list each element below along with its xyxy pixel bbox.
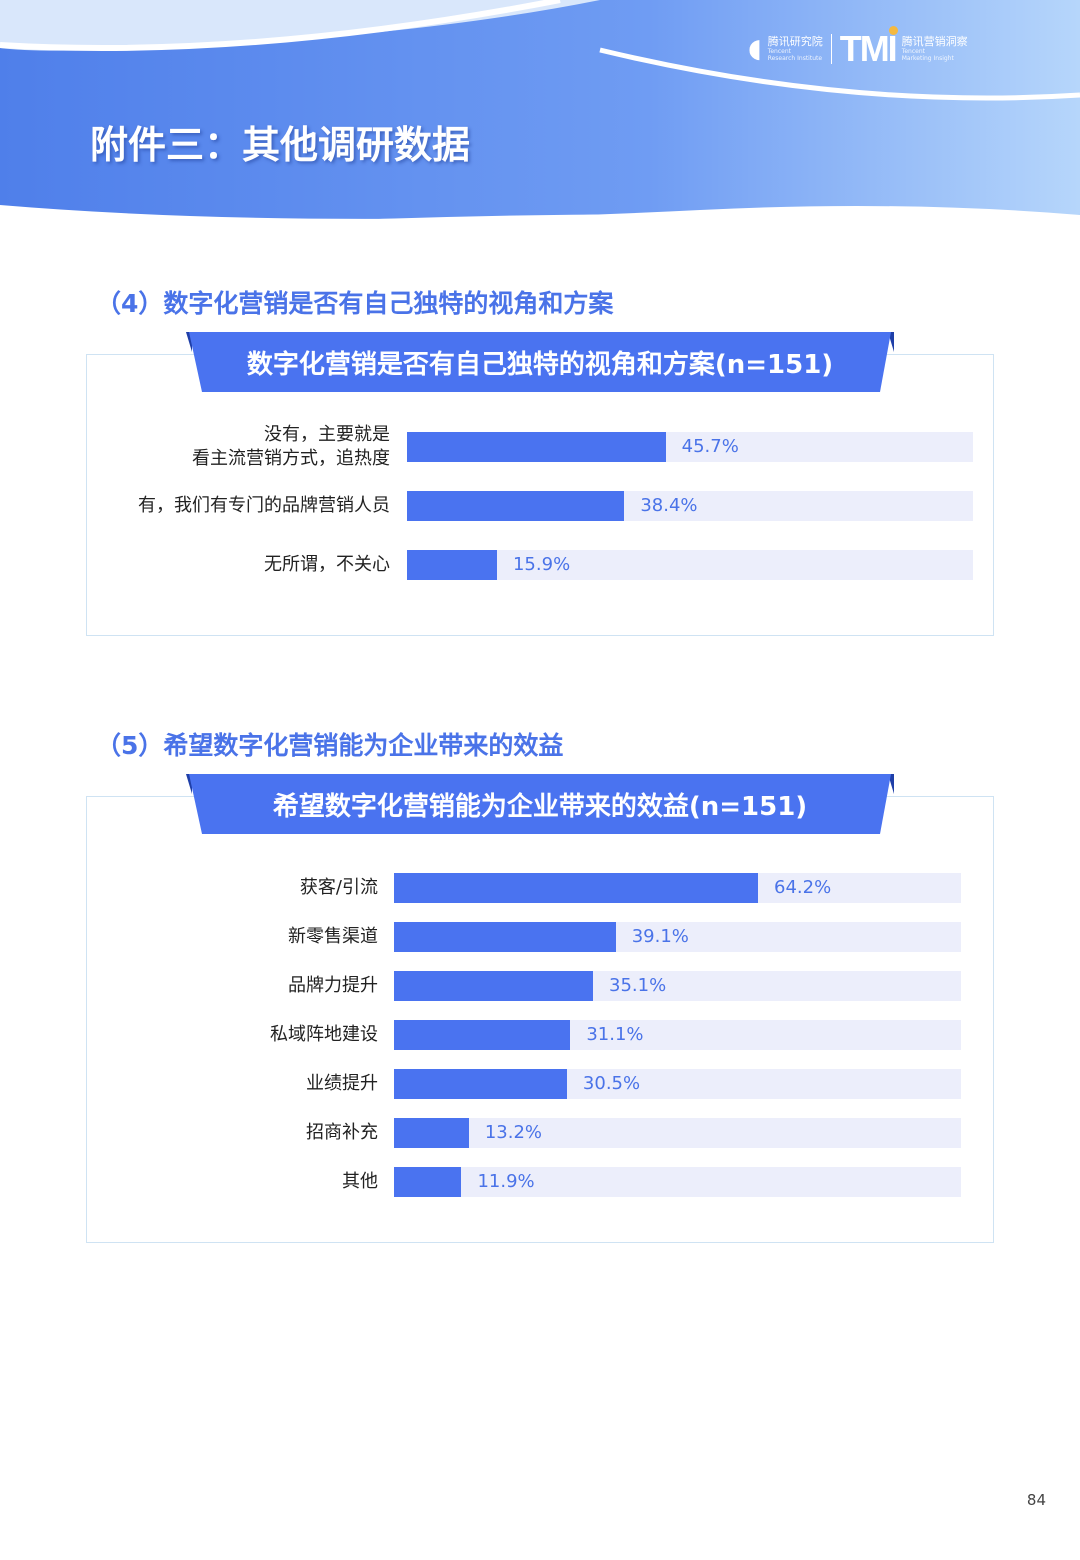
chart-title: 数字化营销是否有自己独特的视角和方案(n=151) [246, 350, 834, 380]
page-number: 84 [1026, 1491, 1046, 1509]
bar [394, 1167, 462, 1197]
category-label: 没有，主要就是看主流营销方式，追热度 [192, 423, 390, 471]
section-title: （4）数字化营销是否有自己独特的视角和方案 [96, 289, 614, 318]
bar-track: 35.1% [394, 971, 961, 1001]
data-label: 38.4% [640, 495, 698, 516]
category-label-line: 有，我们有专门的品牌营销人员 [138, 495, 390, 516]
bar-track: 13.2% [394, 1118, 961, 1148]
category-label-line: 获客/引流 [299, 877, 378, 898]
bar-track: 45.7% [407, 432, 973, 462]
data-label: 45.7% [681, 436, 739, 457]
bar [394, 873, 758, 903]
category-label: 私域阵地建设 [270, 1023, 378, 1047]
bar [394, 1118, 469, 1148]
category-label-line: 新零售渠道 [288, 926, 378, 947]
category-label-line: 品牌力提升 [288, 975, 378, 996]
chart-title: 希望数字化营销能为企业带来的效益(n=151) [272, 792, 808, 822]
category-label-line: 其他 [342, 1171, 378, 1192]
category-label-line: 无所谓，不关心 [264, 554, 390, 575]
data-label: 35.1% [609, 975, 667, 996]
category-label: 新零售渠道 [288, 925, 378, 949]
chart-title-banner: 希望数字化营销能为企业带来的效益(n=151) [186, 774, 894, 834]
data-label: 13.2% [484, 1122, 543, 1143]
category-label: 有，我们有专门的品牌营销人员 [138, 494, 390, 518]
bar [394, 971, 594, 1001]
category-label-line: 招商补充 [306, 1122, 378, 1143]
penguin-icon: ◖ [748, 34, 762, 64]
logo-text: 腾讯营销洞察 [901, 35, 968, 48]
category-label: 获客/引流 [300, 876, 378, 900]
bar-track: 39.1% [394, 922, 961, 952]
bar-track: 15.9% [407, 550, 973, 580]
bar [394, 1069, 567, 1099]
logo-text: Research Institute [767, 55, 823, 62]
category-label-line: 业绩提升 [306, 1073, 378, 1094]
bar-track: 11.9% [394, 1167, 961, 1197]
logo-text: Tencent [767, 48, 791, 55]
chart-title-banner: 数字化营销是否有自己独特的视角和方案(n=151) [186, 332, 894, 392]
category-label: 其他 [342, 1170, 378, 1194]
divider [830, 34, 832, 64]
bar-track: 38.4% [407, 491, 973, 521]
page-title: 附件三：其他调研数据 [90, 123, 471, 167]
data-label: 64.2% [774, 877, 832, 898]
bar [394, 1020, 571, 1050]
tmi-logo: TMI [839, 26, 898, 70]
bar [407, 550, 497, 580]
logo: ◖ 腾讯研究院 Tencent Research Institute TMI 腾讯营… [748, 26, 968, 70]
data-label: 11.9% [477, 1171, 535, 1192]
header-background [0, 0, 1080, 240]
category-label-line: 私域阵地建设 [270, 1024, 378, 1045]
bar [407, 491, 625, 521]
category-label-line: 看主流营销方式，追热度 [192, 448, 390, 469]
logo-text: 腾讯研究院 [767, 35, 823, 48]
data-label: 31.1% [586, 1024, 644, 1045]
category-label-line: 没有，主要就是 [264, 424, 390, 445]
section-title: （5）希望数字化营销能为企业带来的效益 [96, 731, 564, 760]
category-label: 业绩提升 [306, 1072, 378, 1096]
bar-track: 31.1% [394, 1020, 961, 1050]
bar [407, 432, 666, 462]
category-label: 无所谓，不关心 [264, 553, 390, 577]
logo-text: Marketing Insight [901, 55, 954, 62]
logo-text: Tencent [901, 48, 925, 55]
logo-mark: TMI [839, 28, 898, 69]
data-label: 30.5% [582, 1073, 641, 1094]
bar [394, 922, 616, 952]
bar-track: 30.5% [394, 1069, 961, 1099]
category-label: 招商补充 [306, 1121, 378, 1145]
category-label: 品牌力提升 [288, 974, 378, 998]
bar-track: 64.2% [394, 873, 961, 903]
data-label: 15.9% [512, 554, 571, 575]
data-label: 39.1% [631, 926, 689, 947]
